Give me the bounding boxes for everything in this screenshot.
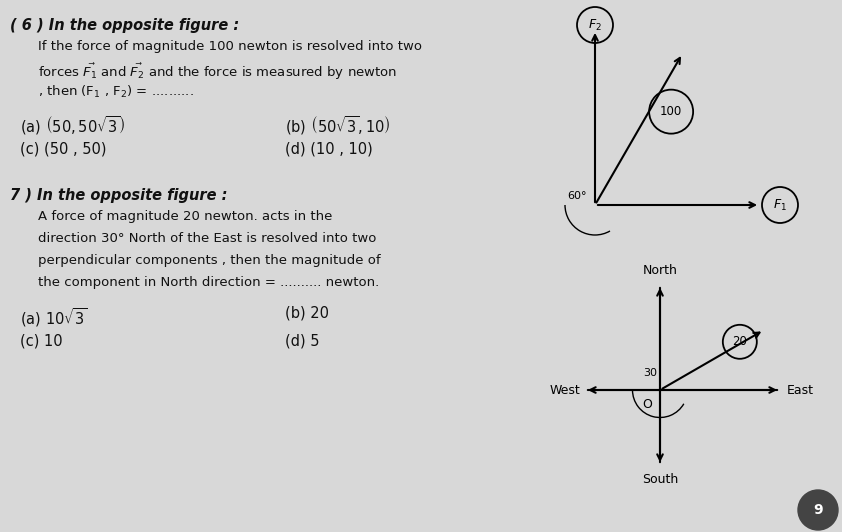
Circle shape [798,490,838,530]
Text: A force of magnitude 20 newton. acts in the: A force of magnitude 20 newton. acts in … [38,210,333,223]
Text: $F_1$: $F_1$ [773,197,787,213]
Text: 100: 100 [660,105,682,118]
Text: $F_2$: $F_2$ [588,18,602,32]
Text: (a) $\left(50 , 50\sqrt{3}\right)$: (a) $\left(50 , 50\sqrt{3}\right)$ [20,114,125,137]
Text: South: South [642,473,678,486]
Text: 9: 9 [813,503,823,517]
Text: (c) 10: (c) 10 [20,334,62,349]
Text: , then (F$_1$ , F$_2$) = ..........: , then (F$_1$ , F$_2$) = .......... [38,84,194,100]
Text: direction 30° North of the East is resolved into two: direction 30° North of the East is resol… [38,232,376,245]
Text: (d) 5: (d) 5 [285,334,319,349]
Text: (b) 20: (b) 20 [285,306,329,321]
Text: West: West [549,384,580,396]
Text: O: O [642,398,652,411]
Text: (d) (10 , 10): (d) (10 , 10) [285,142,373,157]
Text: If the force of magnitude 100 newton is resolved into two: If the force of magnitude 100 newton is … [38,40,422,53]
Text: (a) $10\sqrt{3}$: (a) $10\sqrt{3}$ [20,306,88,329]
Text: 60°: 60° [567,191,587,201]
Text: (b) $\left(50\sqrt{3} , 10\right)$: (b) $\left(50\sqrt{3} , 10\right)$ [285,114,391,137]
Text: (c) (50 , 50): (c) (50 , 50) [20,142,106,157]
Text: East: East [787,384,814,396]
Text: the component in North direction = .......... newton.: the component in North direction = .....… [38,276,379,289]
Text: 7 ) In the opposite figure :: 7 ) In the opposite figure : [10,188,227,203]
Text: 30: 30 [643,368,657,378]
Text: ( 6 ) In the opposite figure :: ( 6 ) In the opposite figure : [10,18,239,33]
Text: 20: 20 [733,335,747,348]
Text: North: North [642,264,678,277]
Text: perpendicular components , then the magnitude of: perpendicular components , then the magn… [38,254,381,267]
Text: forces $\vec{F_1}$ and $\vec{F_2}$ and the force is measured by newton: forces $\vec{F_1}$ and $\vec{F_2}$ and t… [38,62,397,82]
